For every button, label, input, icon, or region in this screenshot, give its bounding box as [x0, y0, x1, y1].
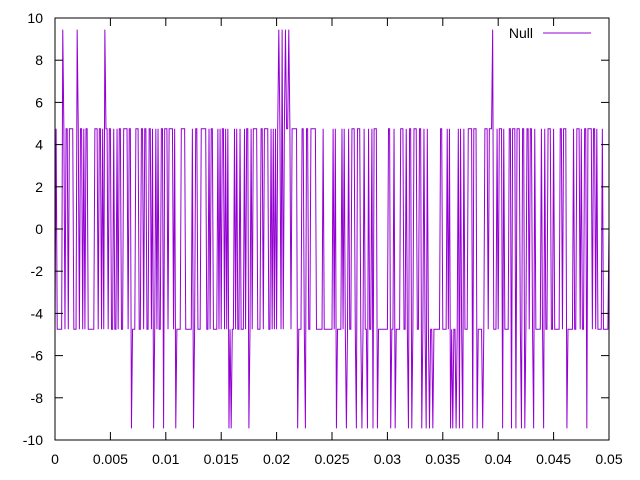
- x-tick-label: 0.04: [485, 451, 512, 467]
- x-tick-label: 0.01: [152, 451, 179, 467]
- axis-ticks: 0 0.005 0.01 0.015 0.02 0.025 0.03 0.035 0.04 0.0…: [23, 10, 623, 467]
- x-tick-label: 0.045: [536, 451, 571, 467]
- y-tick-label: -4: [31, 305, 44, 321]
- y-tick-label: 2: [35, 179, 43, 195]
- y-tick-label: -2: [31, 263, 44, 279]
- y-tick-label: -10: [23, 432, 43, 448]
- x-tick-label: 0.005: [93, 451, 128, 467]
- x-tick-label: 0: [51, 451, 59, 467]
- y-tick-label: -8: [31, 390, 44, 406]
- series-line-null: [54, 29, 610, 429]
- x-tick-label: 0.035: [425, 451, 460, 467]
- x-tick-label: 0.03: [374, 451, 401, 467]
- legend-label-null: Null: [509, 25, 533, 41]
- series-null: [54, 29, 610, 429]
- y-tick-label: -6: [31, 348, 44, 364]
- y-tick-label: 10: [27, 10, 43, 26]
- y-tick-label: 6: [35, 94, 43, 110]
- legend: Null: [509, 25, 591, 41]
- x-tick-label: 0.02: [263, 451, 290, 467]
- x-tick-label: 0.015: [204, 451, 239, 467]
- plot-frame: [54, 17, 610, 441]
- y-tick-label: 8: [35, 52, 43, 68]
- y-tick-label: 0: [35, 221, 43, 237]
- x-tick-label: 0.05: [595, 451, 622, 467]
- y-tick-label: 4: [35, 137, 43, 153]
- x-tick-label: 0.025: [314, 451, 349, 467]
